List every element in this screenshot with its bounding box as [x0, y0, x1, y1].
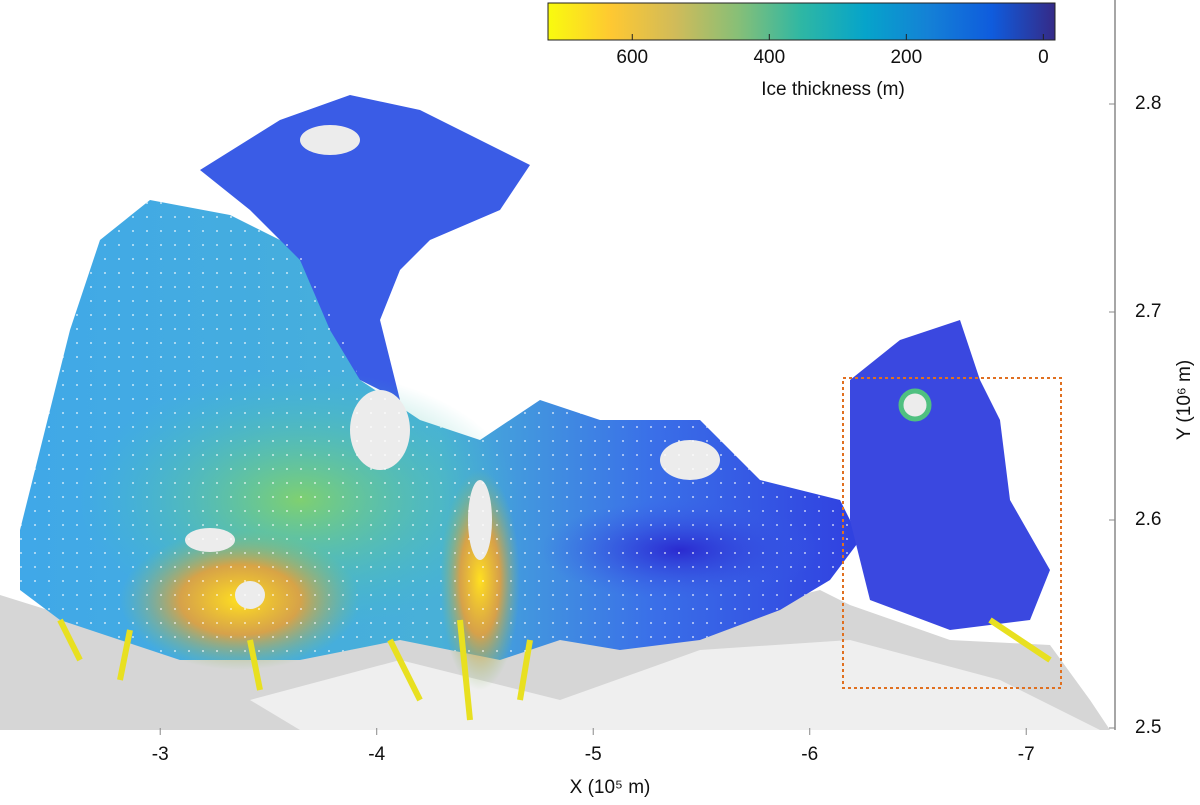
dot-grid [20, 200, 860, 660]
colorbar-tick-label: 0 [1038, 47, 1049, 68]
colorbar-label: Ice thickness (m) [761, 79, 905, 100]
y-tick-label: 2.7 [1135, 301, 1161, 322]
y-tick-label: 2.5 [1135, 717, 1161, 738]
x-tick-label: -5 [585, 744, 602, 765]
colorbar [547, 2, 1056, 41]
outlet-streaks [57, 617, 1052, 721]
x-tick-label: -3 [152, 744, 169, 765]
colorbar-tick-label: 600 [616, 47, 648, 68]
y-tick-label: 2.8 [1135, 93, 1161, 114]
x-axis-label: X (10⁵ m) [570, 777, 651, 798]
x-tick-label: -4 [368, 744, 385, 765]
map-imagery [0, 95, 1110, 730]
study-box [842, 377, 1062, 689]
x-tick-label: -7 [1018, 744, 1035, 765]
x-tick-label: -6 [801, 744, 818, 765]
ice-north [200, 95, 530, 400]
ice-east [850, 320, 1050, 630]
y-axis-label: Y (10⁶ m) [1174, 360, 1195, 440]
terrain-light [250, 640, 1100, 730]
y-tick-label: 2.6 [1135, 509, 1161, 530]
colorbar-tick-label: 200 [890, 47, 922, 68]
colorbar-tick-label: 400 [753, 47, 785, 68]
